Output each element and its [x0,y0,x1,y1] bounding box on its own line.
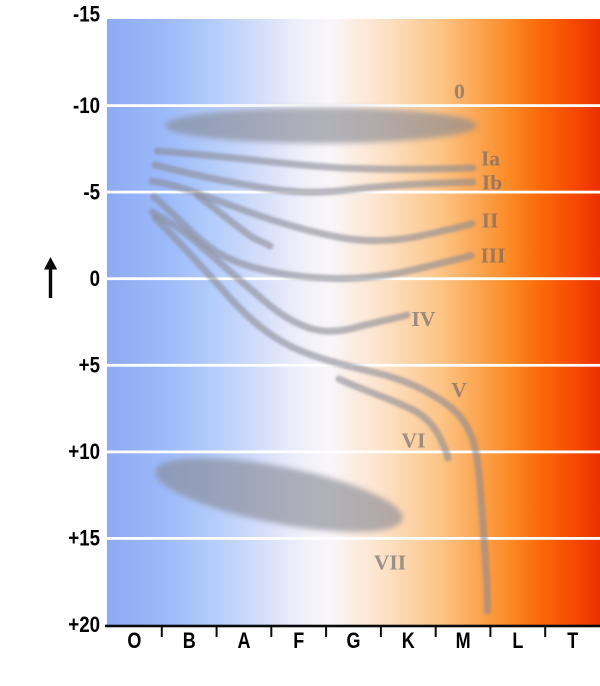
svg-text:-15: -15 [73,3,100,27]
svg-text:A: A [238,629,251,653]
svg-text:M: M [456,629,471,653]
svg-text:V: V [451,378,467,402]
svg-text:T: T [567,629,578,653]
svg-text:+15: +15 [68,527,100,551]
svg-text:L: L [512,629,523,653]
svg-text:II: II [482,209,499,233]
svg-text:0: 0 [90,268,100,292]
svg-text:+5: +5 [79,354,100,378]
svg-text:IV: IV [412,307,436,331]
svg-text:G: G [347,629,361,653]
svg-text:+10: +10 [68,441,100,465]
svg-text:B: B [183,629,196,653]
svg-text:-10: -10 [73,95,100,119]
svg-text:O: O [127,629,141,653]
svg-text:VII: VII [374,551,406,575]
svg-text:VI: VI [402,429,426,453]
svg-text:K: K [402,629,415,653]
svg-text:Ia: Ia [481,147,500,171]
svg-text:+20: +20 [68,614,100,638]
svg-text:F: F [293,629,304,653]
svg-text:III: III [480,244,505,268]
svg-text:0: 0 [454,80,465,104]
svg-text:Ib: Ib [482,171,502,195]
svg-text:-5: -5 [83,181,100,205]
